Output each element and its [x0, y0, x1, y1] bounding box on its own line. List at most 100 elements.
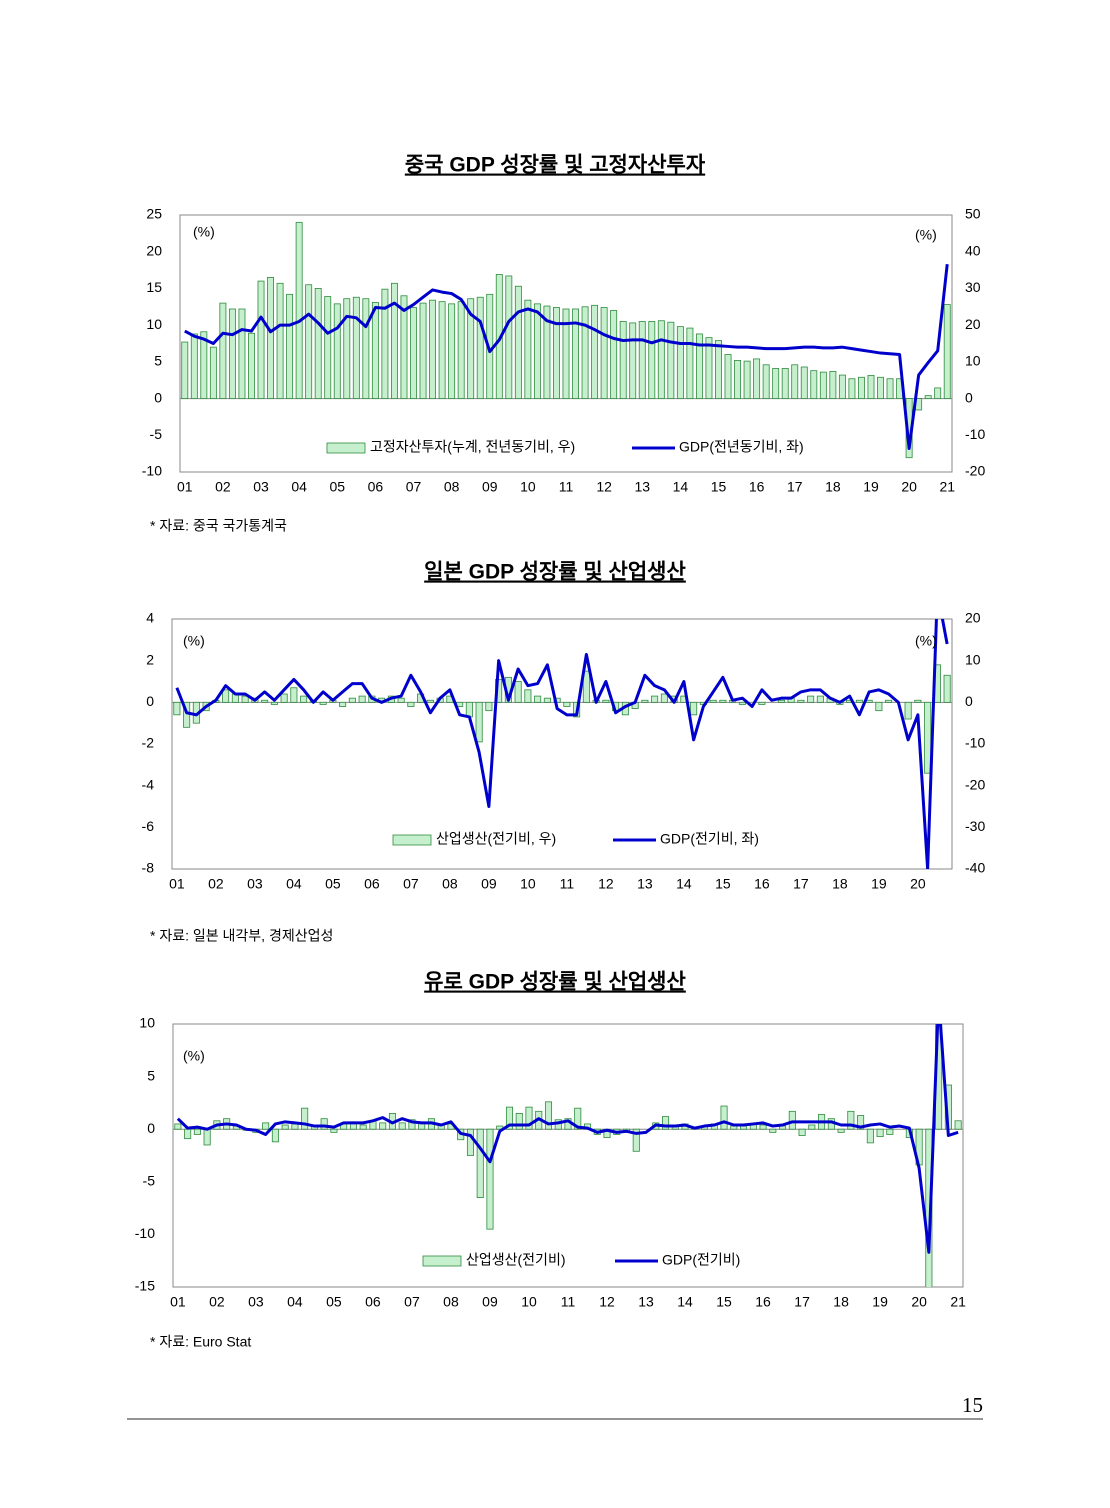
bar: [638, 321, 646, 399]
plot-frame: [171, 618, 953, 870]
bar: [543, 305, 551, 399]
x-tick-label: 11: [559, 479, 574, 495]
bar: [465, 701, 473, 718]
x-tick-label: 17: [794, 1294, 810, 1310]
bar: [397, 697, 405, 703]
x-tick-label: 14: [673, 479, 689, 495]
x-tick-label: 03: [247, 876, 263, 892]
bar: [261, 699, 269, 703]
x-tick-label: 10: [520, 876, 536, 892]
y-tick-label: -2: [142, 735, 155, 751]
bar: [200, 331, 208, 399]
bar: [222, 689, 230, 703]
bar: [300, 695, 308, 703]
bar: [847, 1110, 855, 1130]
bar: [819, 371, 827, 399]
bar: [676, 326, 684, 399]
x-tick-label: 11: [561, 1294, 576, 1310]
bar: [715, 340, 722, 399]
bar: [600, 307, 608, 399]
bar: [629, 322, 637, 399]
legend-label: 고정자산투자(누계, 전년동기비, 우): [370, 439, 575, 455]
bar: [777, 699, 785, 703]
bar: [866, 1128, 874, 1144]
x-tick-label: 07: [406, 479, 422, 495]
bar: [705, 337, 713, 399]
y-tick-label: 5: [154, 353, 162, 369]
bar: [808, 1124, 816, 1130]
legend-label: GDP(전년동기비, 좌): [679, 439, 804, 455]
x-tick-label: 05: [326, 1294, 342, 1310]
bar: [807, 695, 815, 703]
bar: [797, 699, 805, 703]
bar: [943, 304, 951, 399]
x-tick-label: 02: [208, 876, 224, 892]
x-tick-label: 08: [442, 876, 458, 892]
x-tick-label: 21: [950, 1294, 966, 1310]
bar: [181, 341, 189, 399]
bar: [358, 695, 366, 703]
x-tick-label: 14: [677, 1294, 693, 1310]
bar: [686, 327, 694, 399]
x-tick-label: 04: [287, 1294, 303, 1310]
x-tick-label: 02: [215, 479, 231, 495]
y2-tick-label: 20: [965, 316, 981, 332]
bar: [788, 1110, 796, 1130]
y-tick-label: -5: [143, 1173, 156, 1189]
bar: [758, 701, 766, 705]
bar: [295, 221, 303, 399]
y-unit: (%): [193, 224, 215, 240]
y-tick-label: 4: [146, 610, 154, 626]
bar: [837, 1128, 845, 1133]
x-tick-label: 20: [911, 1294, 927, 1310]
bar: [262, 1122, 270, 1130]
x-tick-label: 01: [169, 876, 185, 892]
bar: [301, 1107, 309, 1130]
x-tick-label: 21: [939, 479, 955, 495]
x-tick-label: 06: [364, 876, 380, 892]
y-tick-label: -10: [142, 463, 162, 479]
y2-tick-label: -10: [965, 426, 985, 442]
plot-frame: [172, 1023, 964, 1288]
y2-tick-label: -10: [965, 735, 985, 751]
bar: [867, 375, 875, 399]
bar: [257, 280, 265, 399]
plot-area: [173, 619, 951, 869]
legend-swatch: [392, 834, 432, 846]
bar: [759, 1124, 767, 1130]
bar: [875, 701, 883, 712]
x-tick-label: 15: [711, 479, 727, 495]
bar: [174, 1123, 182, 1130]
bar: [848, 378, 856, 399]
bar: [738, 701, 746, 705]
bar: [934, 387, 942, 399]
bar: [184, 1128, 192, 1140]
y2-tick-label: 40: [965, 242, 981, 258]
bar: [544, 1101, 553, 1130]
bar: [466, 1128, 474, 1156]
bar: [924, 701, 932, 774]
bar: [886, 1128, 894, 1135]
bar: [904, 701, 912, 720]
x-tick-label: 02: [209, 1294, 225, 1310]
x-tick-label: 18: [825, 479, 841, 495]
y-tick-label: 2: [146, 651, 154, 667]
source-note: * 자료: 일본 내각부, 경제산업성: [150, 928, 333, 944]
y2-tick-label: 10: [965, 353, 981, 369]
bar: [525, 1106, 533, 1130]
bar: [610, 310, 618, 399]
bar: [886, 378, 894, 399]
x-tick-label: 09: [482, 1294, 498, 1310]
x-tick-label: 10: [520, 479, 536, 495]
bar: [730, 1125, 738, 1130]
bar: [877, 376, 884, 399]
x-tick-label: 15: [715, 876, 731, 892]
bar: [574, 1107, 582, 1130]
y-tick-label: -15: [135, 1278, 155, 1294]
y2-tick-label: 50: [965, 206, 981, 222]
y-tick-label: 20: [146, 242, 162, 258]
source-note: * 자료: Euro Stat: [150, 1334, 251, 1350]
bar: [476, 1128, 484, 1198]
bar: [651, 695, 659, 703]
x-tick-label: 09: [482, 479, 498, 495]
